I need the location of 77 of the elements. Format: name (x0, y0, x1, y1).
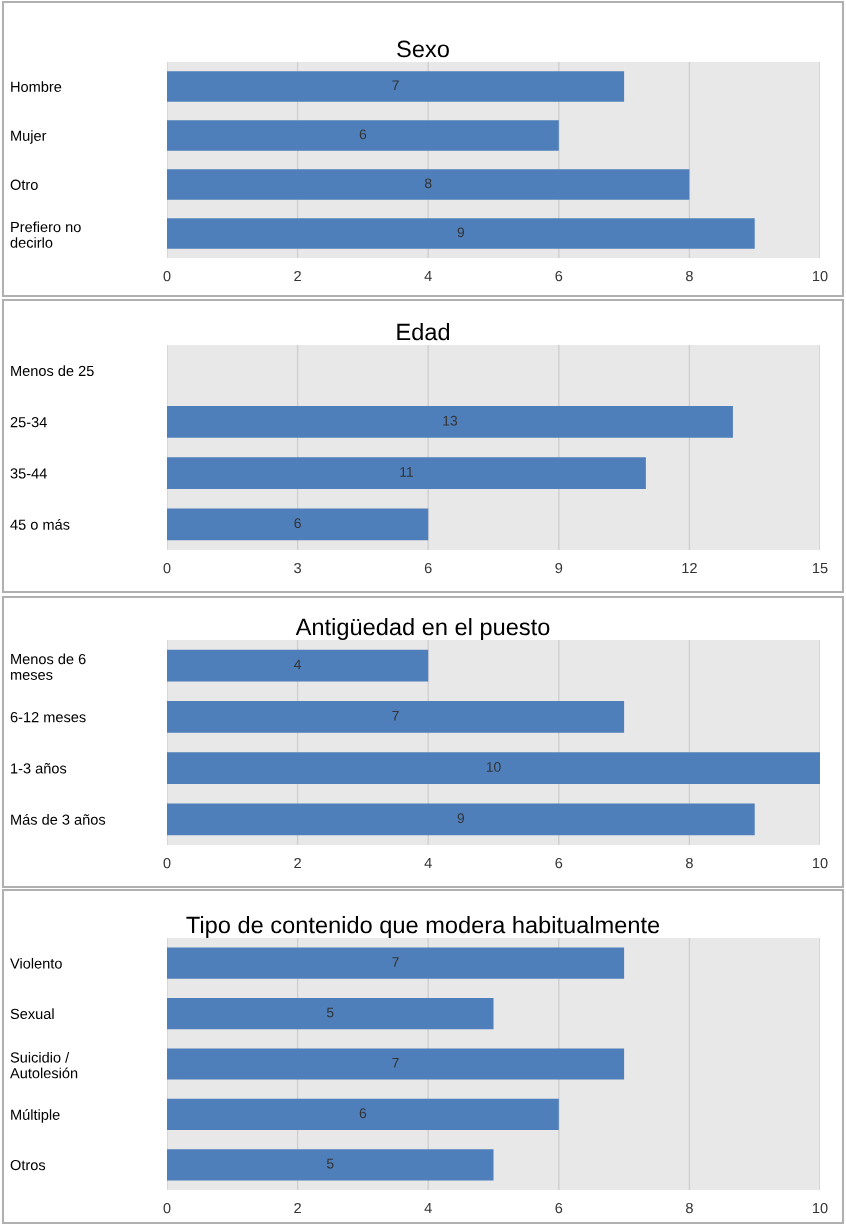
y-tick-label: 1-3 años (11, 762, 67, 774)
data-label: 10 (486, 762, 501, 772)
bar (167, 508, 429, 541)
x-tick-label: 0 (163, 562, 171, 574)
bar (167, 752, 820, 785)
x-tick-label: 2 (294, 270, 301, 282)
chart-title: Tipo de contenido que modera habitualmente (186, 915, 660, 938)
bar (167, 1149, 494, 1181)
x-tick-label: 9 (555, 562, 563, 574)
data-label: 7 (392, 957, 399, 967)
bar (167, 947, 625, 979)
y-tick-label: Menos de 25 (11, 365, 94, 377)
y-tick-label: 6-12 meses (10, 711, 86, 723)
x-tick-label: 10 (813, 270, 828, 282)
y-tick-label: Más de 3 años (11, 813, 106, 825)
data-label: 7 (392, 1058, 399, 1068)
bar (167, 405, 733, 438)
y-tick-label: Sexual (10, 1008, 54, 1020)
data-label: 4 (294, 659, 302, 670)
y-tick-label: Suicidio / Autolesión (10, 1051, 78, 1079)
bar (167, 649, 429, 682)
x-tick-label: 0 (163, 1202, 171, 1214)
chart-title: Sexo (397, 40, 449, 58)
x-tick-label: 10 (813, 857, 828, 869)
y-tick-label: 45 o más (10, 518, 70, 530)
x-tick-label: 15 (813, 563, 828, 574)
x-tick-label: 6 (555, 857, 563, 869)
data-label: 6 (294, 518, 301, 529)
data-label: 8 (424, 178, 432, 189)
data-label: 6 (359, 129, 367, 140)
x-tick-label: 2 (294, 857, 301, 869)
x-tick-label: 4 (424, 271, 432, 282)
data-label: 9 (457, 813, 465, 824)
y-tick-label: Otro (10, 179, 38, 190)
y-tick-label: 25-34 (10, 416, 47, 428)
x-tick-label: 8 (685, 857, 693, 869)
y-tick-label: Hombre (11, 81, 62, 92)
x-tick-label: 10 (813, 1202, 828, 1214)
bar (167, 1098, 559, 1131)
data-label: 11 (400, 467, 413, 477)
x-tick-label: 4 (424, 1203, 432, 1214)
x-tick-label: 3 (294, 562, 302, 574)
x-tick-label: 0 (163, 270, 171, 282)
y-tick-label: Prefiero no decirlo (10, 221, 81, 248)
x-tick-label: 2 (294, 1202, 301, 1214)
x-tick-label: 6 (424, 562, 432, 574)
chart-title: Antigüedad en el puesto (295, 617, 550, 640)
bar (167, 1048, 625, 1080)
data-label: 6 (359, 1108, 367, 1119)
y-tick-label: Violento (10, 957, 62, 969)
chart-title: Edad (397, 322, 450, 341)
y-tick-label: Otros (10, 1159, 46, 1171)
y-tick-label: Menos de 6 meses (10, 653, 86, 680)
x-tick-label: 0 (163, 857, 171, 869)
data-label: 13 (443, 415, 458, 426)
y-tick-label: Múltiple (11, 1109, 60, 1123)
bar (167, 71, 625, 102)
y-tick-label: 35-44 (10, 468, 47, 479)
data-label: 9 (457, 227, 465, 238)
bar (167, 218, 755, 249)
bar (167, 997, 494, 1030)
bar (167, 700, 625, 733)
bar (167, 169, 690, 200)
data-label: 5 (326, 1158, 334, 1169)
data-label: 5 (326, 1007, 334, 1018)
y-tick-label: Mujer (11, 130, 47, 144)
x-tick-label: 4 (424, 858, 432, 869)
x-tick-label: 6 (555, 1202, 563, 1214)
x-tick-label: 8 (685, 270, 693, 282)
x-tick-label: 12 (682, 562, 697, 574)
data-label: 7 (392, 710, 399, 721)
bar (167, 457, 646, 490)
bar (167, 120, 559, 151)
x-tick-label: 8 (685, 1202, 693, 1214)
data-label: 7 (392, 80, 399, 91)
x-tick-label: 6 (555, 270, 563, 282)
bar (167, 803, 755, 836)
